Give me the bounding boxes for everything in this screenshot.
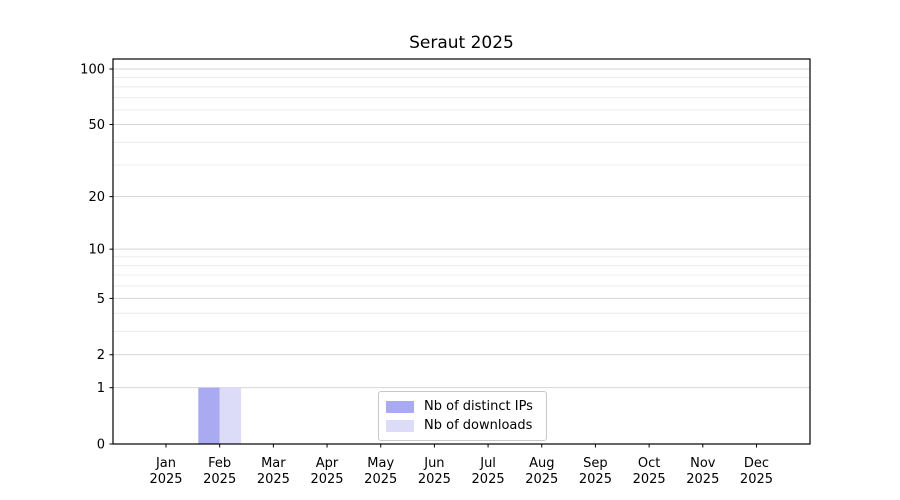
legend-item-downloads: Nb of downloads: [386, 419, 538, 432]
y-tick-label: 1: [97, 381, 105, 396]
y-tick-label: 0: [97, 438, 105, 453]
x-tick-label-month: Feb: [208, 456, 231, 471]
x-tick-label-year: 2025: [418, 472, 451, 487]
x-tick-label-year: 2025: [149, 472, 182, 487]
x-tick-label-month: Mar: [261, 456, 286, 471]
x-tick-label-month: May: [367, 456, 394, 471]
plot-border: [112, 58, 811, 445]
bar: [198, 387, 220, 444]
y-tick-label: 100: [80, 62, 105, 77]
x-tick-label-month: Oct: [638, 456, 660, 471]
legend-swatch-downloads-icon: [386, 419, 414, 432]
x-tick-label-year: 2025: [633, 472, 666, 487]
x-tick-label-month: Jan: [155, 456, 176, 471]
x-tick-label-year: 2025: [740, 472, 773, 487]
x-tick-label-year: 2025: [579, 472, 612, 487]
legend-label-distinct-ips: Nb of distinct IPs: [424, 399, 533, 414]
x-tick-label-month: Jun: [423, 456, 444, 471]
x-tick-label-month: Aug: [529, 456, 554, 471]
x-tick-label-year: 2025: [525, 472, 558, 487]
x-tick-label-month: Dec: [744, 456, 769, 471]
x-tick-label-month: Sep: [583, 456, 608, 471]
y-tick-label: 5: [97, 292, 105, 307]
x-tick-label-month: Nov: [690, 456, 716, 471]
bar: [219, 387, 242, 444]
x-tick-label-year: 2025: [203, 472, 236, 487]
x-tick-label-year: 2025: [310, 472, 343, 487]
legend-label-downloads: Nb of downloads: [424, 418, 533, 433]
x-tick-label-year: 2025: [472, 472, 505, 487]
legend-swatch-distinct-ips-icon: [386, 400, 414, 413]
x-tick-label-year: 2025: [364, 472, 397, 487]
chart-title: Seraut 2025: [409, 33, 514, 53]
y-tick-label: 20: [88, 190, 105, 205]
x-tick-label-year: 2025: [257, 472, 290, 487]
legend-item-distinct-ips: Nb of distinct IPs: [386, 400, 538, 413]
y-tick-label: 50: [88, 118, 105, 133]
legend: Nb of distinct IPs Nb of downloads: [378, 391, 547, 441]
x-tick-label-month: Apr: [316, 456, 339, 471]
x-tick-label-year: 2025: [686, 472, 719, 487]
y-tick-label: 2: [97, 348, 105, 363]
y-tick-label: 10: [88, 243, 105, 258]
x-tick-label-month: Jul: [479, 456, 496, 471]
